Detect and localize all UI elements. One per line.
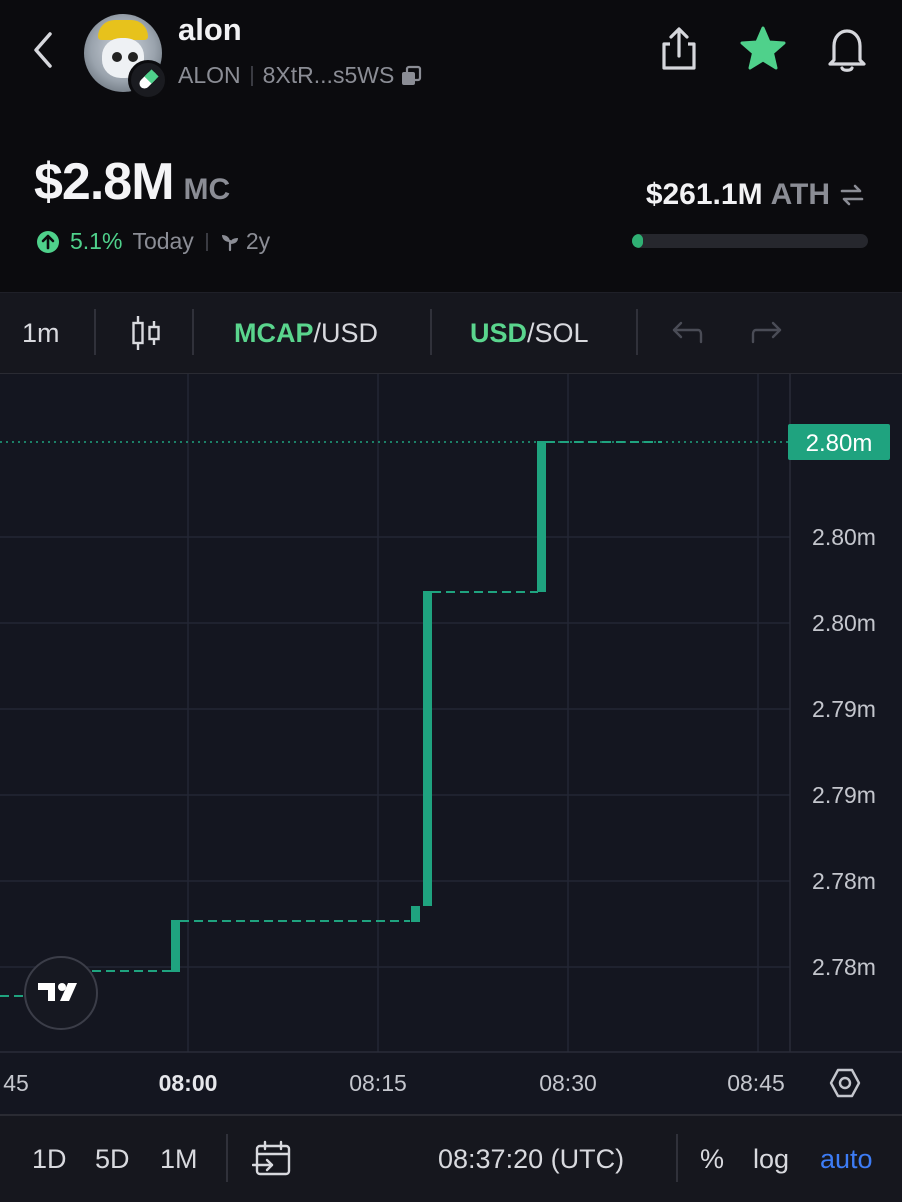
y-tick-label: 2.79m <box>812 696 876 722</box>
divider <box>676 1134 678 1182</box>
copy-icon[interactable] <box>400 65 422 87</box>
divider <box>192 309 194 355</box>
percent-scale-button[interactable]: % <box>700 1143 725 1174</box>
undo-button[interactable] <box>670 293 704 373</box>
usd-sol-toggle[interactable]: USD/SOL <box>470 293 589 373</box>
market-cap-label: MC <box>183 173 231 206</box>
ath-progress-bar <box>632 234 868 248</box>
ath-value: $261.1M <box>645 178 763 211</box>
usd-option: /USD <box>313 317 379 348</box>
range-5d-button[interactable]: 5D <box>95 1143 130 1174</box>
swap-icon[interactable] <box>838 181 866 209</box>
token-age-value: 2y <box>245 228 271 254</box>
mcap-usd-toggle[interactable]: MCAP/USD <box>234 293 378 373</box>
series-step <box>537 441 546 592</box>
range-1m-button[interactable]: 1M <box>160 1143 198 1174</box>
usd-option-active: USD <box>470 317 528 348</box>
redo-button[interactable] <box>750 293 784 373</box>
x-tick-label: 45 <box>3 1070 29 1096</box>
pill-badge <box>128 60 168 100</box>
token-subtitle: ALON 8XtR...s5WS <box>178 62 422 89</box>
pill-icon <box>139 69 159 89</box>
utc-time[interactable]: 08:37:20 (UTC) <box>438 1143 625 1174</box>
y-tick-label: 2.79m <box>812 782 876 808</box>
sol-option: /SOL <box>527 317 589 348</box>
date-range-button[interactable] <box>252 1116 294 1202</box>
ath-label: ATH <box>770 178 830 211</box>
tradingview-icon <box>38 983 77 1001</box>
token-header: alon ALON 8XtR...s5WS <box>0 0 902 130</box>
last-value-tag <box>788 424 890 460</box>
series-step <box>171 920 180 972</box>
divider <box>205 232 208 251</box>
divider <box>226 1134 228 1182</box>
price-change: 5.1% Today 2y <box>36 228 270 255</box>
alert-button[interactable] <box>824 24 870 74</box>
token-symbol: ALON <box>178 62 241 88</box>
sprout-icon <box>221 234 238 251</box>
favorite-button[interactable] <box>738 24 786 74</box>
token-avatar[interactable] <box>84 14 162 92</box>
back-button[interactable] <box>26 26 62 74</box>
x-tick-label: 08:45 <box>727 1070 785 1096</box>
divider <box>636 309 638 355</box>
range-1d-button[interactable]: 1D <box>32 1143 67 1174</box>
divider <box>250 65 253 86</box>
divider <box>94 309 96 355</box>
y-tick-label: 2.78m <box>812 954 876 980</box>
y-tick-label: 2.80m <box>812 524 876 550</box>
calendar-goto-icon <box>252 1140 291 1176</box>
back-icon <box>34 32 52 68</box>
undo-icon <box>672 321 703 344</box>
change-percent: 5.1% <box>70 228 123 254</box>
star-icon <box>740 26 786 70</box>
log-scale-button[interactable]: log <box>753 1143 790 1174</box>
bell-icon <box>828 29 866 72</box>
chart-canvas[interactable]: 2.80m 2.80m 2.80m 2.79m 2.79m 2.78m 2.78… <box>0 374 902 1114</box>
chart-type-button[interactable] <box>130 293 162 373</box>
ath-block: $261.1M ATH <box>646 178 866 212</box>
auto-scale-button[interactable]: auto <box>820 1143 873 1174</box>
arrow-up-circle-icon <box>37 230 59 253</box>
chart-settings-icon[interactable] <box>829 1068 861 1098</box>
redo-icon <box>751 321 782 344</box>
market-cap-value: $2.8M <box>34 153 175 211</box>
change-period: Today <box>132 228 194 254</box>
token-name: alon <box>178 12 242 47</box>
token-address[interactable]: 8XtR...s5WS <box>262 62 395 88</box>
market-cap: $2.8M MC <box>34 152 230 212</box>
y-tick-label: 2.78m <box>812 868 876 894</box>
tradingview-logo[interactable] <box>24 956 98 1030</box>
token-age: 2y <box>220 228 270 255</box>
divider <box>430 309 432 355</box>
share-button[interactable] <box>656 24 702 74</box>
ath-progress-fill <box>632 234 643 248</box>
mcap-option: MCAP <box>234 317 314 348</box>
x-tick-label: 08:30 <box>539 1070 597 1096</box>
interval-selector[interactable]: 1m <box>22 317 60 348</box>
chart-toolbar: 1m MCAP/USD USD/SOL <box>0 292 902 375</box>
x-tick-label: 08:15 <box>349 1070 407 1096</box>
price-chart[interactable]: 2.80m 2.80m 2.80m 2.79m 2.79m 2.78m 2.78… <box>0 374 902 1114</box>
share-icon <box>662 27 696 70</box>
y-tick-label: 2.80m <box>812 610 876 636</box>
series-step <box>411 906 420 922</box>
last-value-label: 2.80m <box>806 430 873 457</box>
x-tick-label: 08:00 <box>159 1070 218 1096</box>
series-step <box>423 591 432 906</box>
chart-bottom-bar: 1D 5D 1M 08:37:20 (UTC) % log auto <box>0 1114 902 1202</box>
candlestick-icon <box>132 316 160 350</box>
